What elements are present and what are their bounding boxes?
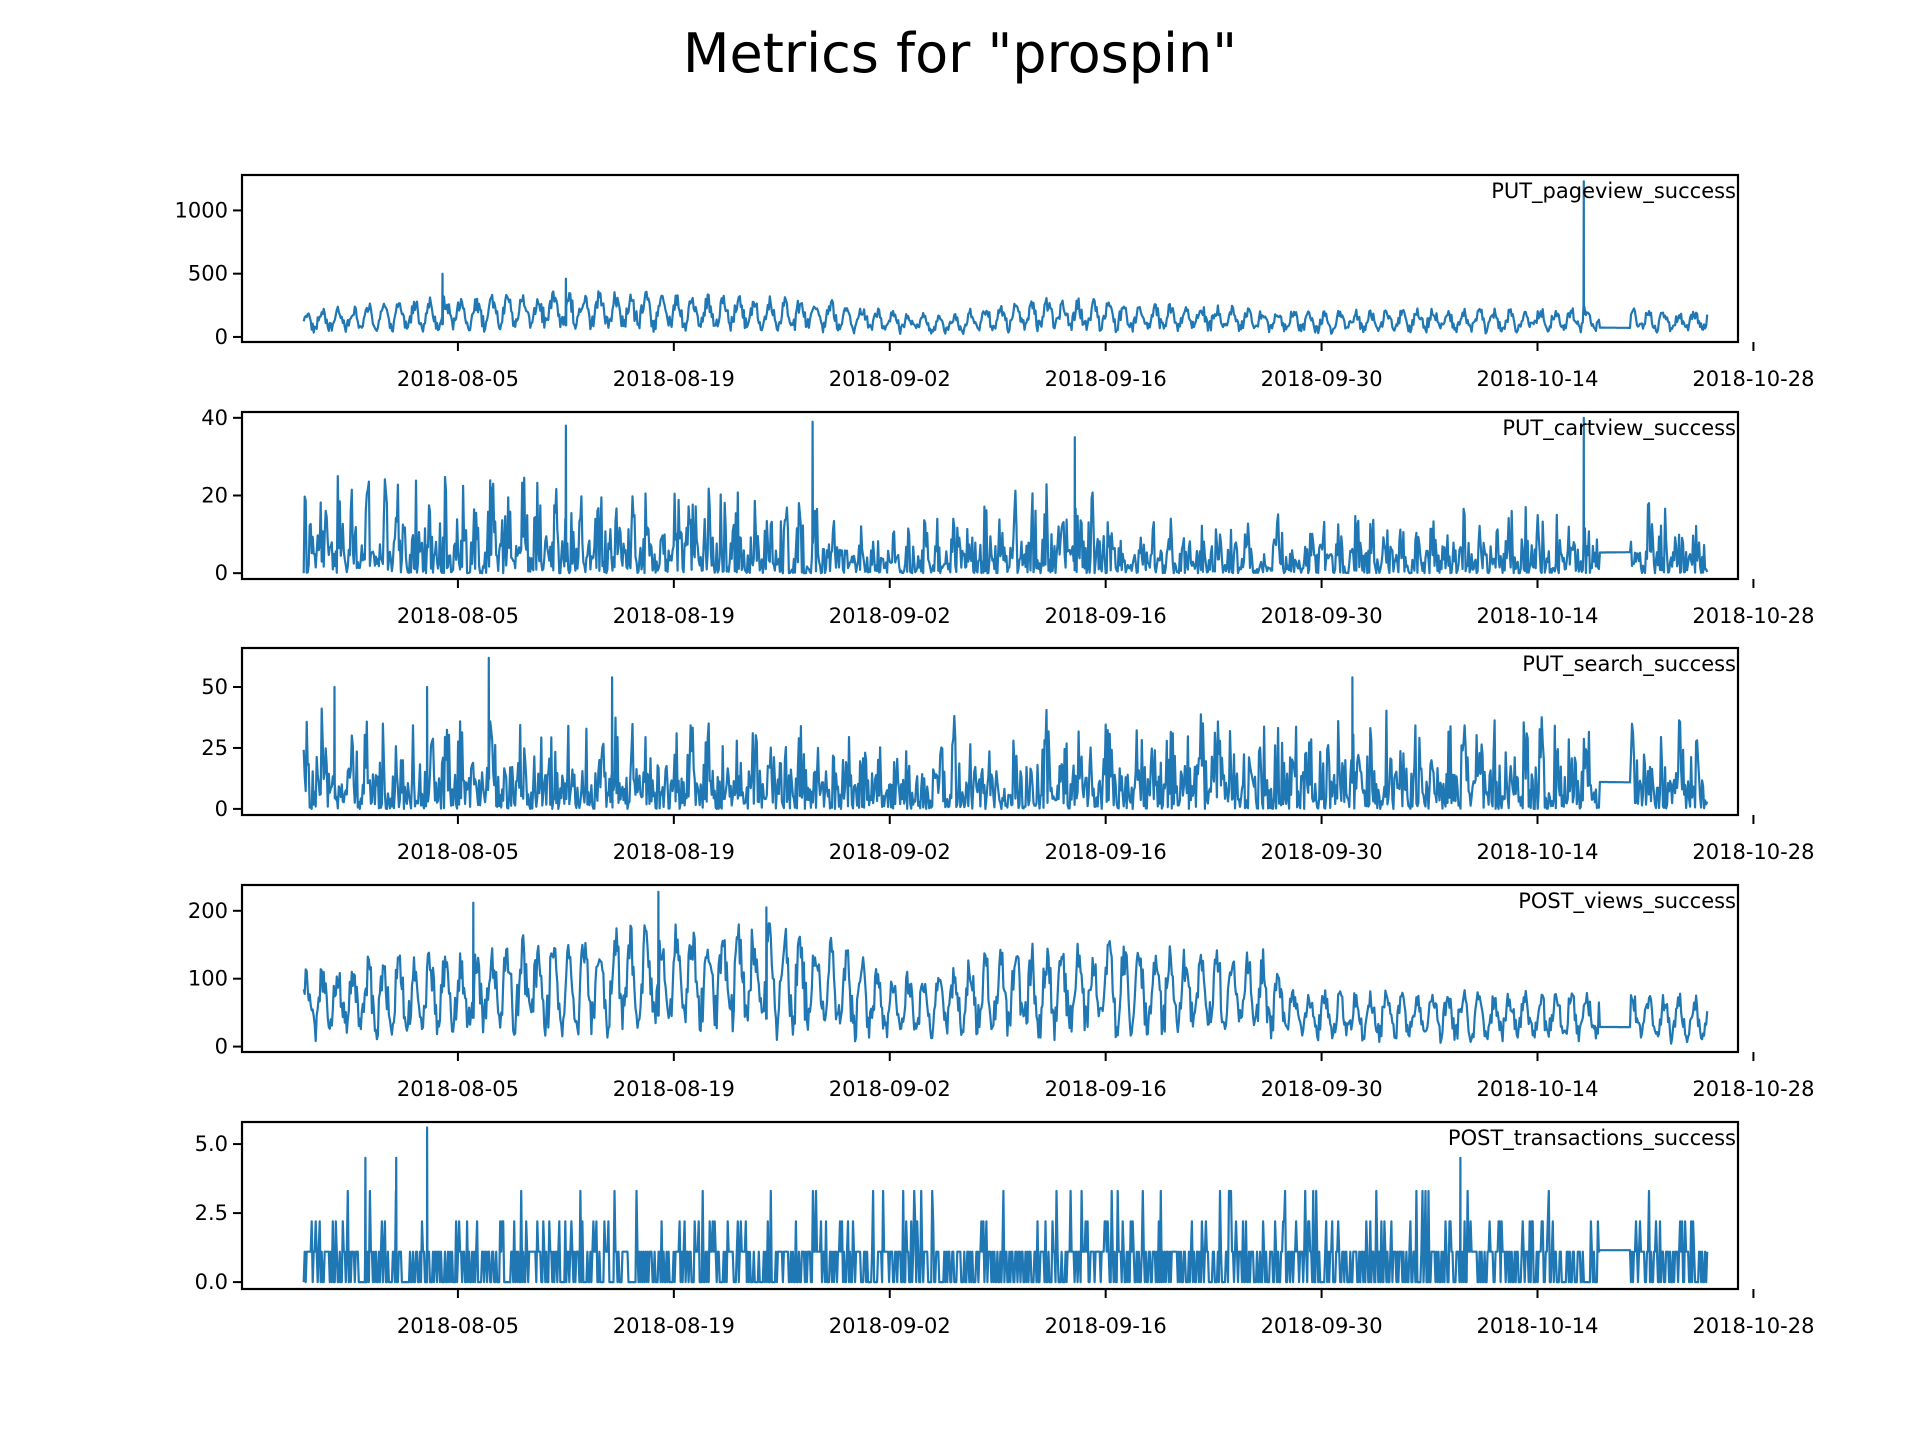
series-label: PUT_pageview_success [1491, 179, 1736, 204]
x-tick-label: 2018-08-19 [613, 1077, 735, 1101]
x-tick-label: 2018-09-16 [1045, 367, 1167, 391]
panel-POST_views_success: 0 100 200 2018-08-05 2018-08-19 2018-09-02 201… [188, 883, 1814, 1101]
y-tick-label: 0 [215, 325, 228, 349]
x-tick-label: 2018-09-02 [829, 604, 951, 628]
series-line-POST_views_success [302, 890, 1709, 1045]
y-tick-label: 1000 [175, 198, 228, 222]
y-tick-label: 100 [188, 967, 228, 991]
series-line-PUT_search_success [302, 656, 1709, 810]
x-tick-label: 2018-09-30 [1261, 367, 1383, 391]
x-tick-label: 2018-10-14 [1476, 840, 1598, 864]
x-tick-label: 2018-09-30 [1261, 604, 1383, 628]
x-tick-label: 2018-09-16 [1045, 840, 1167, 864]
y-tick-label: 50 [201, 675, 228, 699]
series-label: PUT_search_success [1522, 652, 1736, 677]
x-tick-label: 2018-09-30 [1261, 1077, 1383, 1101]
x-tick-label: 2018-08-05 [397, 604, 519, 628]
y-tick-label: 20 [201, 484, 228, 508]
y-tick-label: 0.0 [195, 1270, 228, 1294]
x-tick-label: 2018-10-14 [1476, 367, 1598, 391]
y-tick-label: 40 [201, 406, 228, 430]
axes-frame [240, 173, 1740, 344]
axes-frame [240, 883, 1740, 1054]
x-tick-label: 2018-10-28 [1692, 1077, 1814, 1101]
x-tick-label: 2018-08-05 [397, 367, 519, 391]
y-tick-label: 25 [201, 736, 228, 760]
x-tick-label: 2018-10-28 [1692, 840, 1814, 864]
x-tick-label: 2018-09-30 [1261, 1314, 1383, 1338]
x-tick-label: 2018-08-19 [613, 1314, 735, 1338]
series-line-PUT_pageview_success [302, 180, 1709, 335]
y-tick-label: 0 [215, 797, 228, 821]
panel-PUT_cartview_success: 0 20 40 2018-08-05 2018-08-19 2018-09-02 2018-… [201, 406, 1814, 628]
series-label: POST_transactions_success [1448, 1126, 1736, 1151]
x-tick-label: 2018-08-19 [613, 604, 735, 628]
x-tick-label: 2018-09-02 [829, 840, 951, 864]
series-label: PUT_cartview_success [1502, 416, 1736, 441]
x-tick-label: 2018-09-02 [829, 367, 951, 391]
x-tick-label: 2018-09-02 [829, 1077, 951, 1101]
axes-frame [240, 1120, 1740, 1291]
x-tick-label: 2018-09-16 [1045, 1314, 1167, 1338]
x-tick-label: 2018-10-28 [1692, 1314, 1814, 1338]
series-line-PUT_cartview_success [302, 416, 1709, 575]
figure-title: Metrics for "prospin" [683, 22, 1237, 85]
y-tick-label: 0 [215, 561, 228, 585]
series-label: POST_views_success [1518, 889, 1736, 914]
y-tick-label: 2.5 [195, 1201, 228, 1225]
x-tick-label: 2018-08-19 [613, 367, 735, 391]
series-line-POST_transactions_success [302, 1126, 1709, 1284]
x-tick-label: 2018-09-02 [829, 1314, 951, 1338]
x-tick-label: 2018-09-30 [1261, 840, 1383, 864]
y-tick-label: 500 [188, 262, 228, 286]
y-tick-label: 0 [215, 1035, 228, 1059]
x-tick-label: 2018-10-28 [1692, 604, 1814, 628]
panel-PUT_search_success: 0 25 50 2018-08-05 2018-08-19 2018-09-02 2018-… [201, 646, 1814, 864]
x-tick-label: 2018-08-19 [613, 840, 735, 864]
panel-POST_transactions_success: 0.0 2.5 5.0 2018-08-05 2018-08-19 2018-09-02 2… [195, 1120, 1814, 1338]
x-tick-label: 2018-08-05 [397, 1077, 519, 1101]
panel-PUT_pageview_success: 0 500 1000 2018-08-05 2018-08-19 2018-09-02 20… [175, 173, 1814, 391]
x-tick-label: 2018-08-05 [397, 1314, 519, 1338]
x-tick-label: 2018-10-14 [1476, 604, 1598, 628]
x-tick-label: 2018-08-05 [397, 840, 519, 864]
axes-frame [240, 646, 1740, 817]
x-tick-label: 2018-09-16 [1045, 604, 1167, 628]
x-tick-label: 2018-10-28 [1692, 367, 1814, 391]
y-tick-label: 200 [188, 899, 228, 923]
x-tick-label: 2018-10-14 [1476, 1077, 1598, 1101]
x-tick-label: 2018-09-16 [1045, 1077, 1167, 1101]
y-tick-label: 5.0 [195, 1132, 228, 1156]
x-tick-label: 2018-10-14 [1476, 1314, 1598, 1338]
